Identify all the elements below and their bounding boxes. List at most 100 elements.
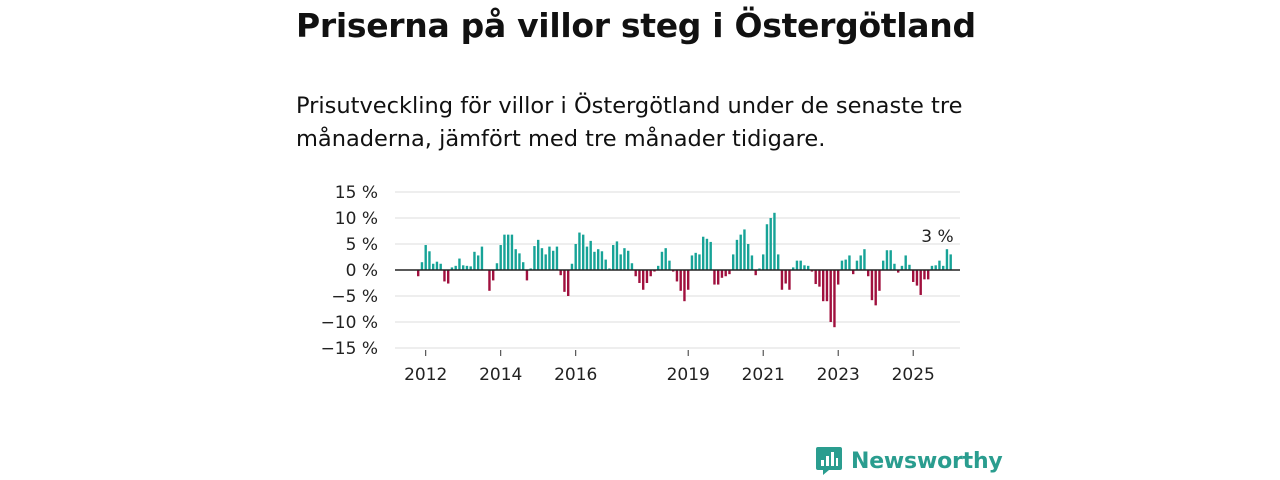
bar	[912, 270, 915, 282]
y-tick-label: 5 %	[346, 235, 378, 255]
bar	[570, 263, 574, 270]
bar	[750, 255, 754, 270]
bar	[803, 265, 806, 270]
bar	[942, 265, 945, 270]
bar	[518, 253, 521, 270]
bar	[780, 270, 784, 290]
x-tick-label: 2019	[667, 365, 710, 385]
newsworthy-icon	[816, 447, 842, 475]
bar	[690, 255, 694, 270]
bar	[694, 252, 697, 270]
bar	[435, 261, 439, 270]
bar	[679, 270, 682, 291]
bar	[919, 270, 922, 295]
bar	[743, 229, 746, 270]
bar	[882, 260, 885, 270]
bar	[623, 248, 626, 270]
bar	[615, 241, 619, 270]
bar	[874, 270, 877, 306]
bar	[724, 270, 727, 277]
bar	[559, 270, 562, 276]
bar	[713, 270, 716, 285]
chart-subtitle: Prisutveckling för villor i Östergötland…	[296, 93, 963, 152]
bar	[552, 250, 555, 270]
bar	[885, 250, 889, 270]
bar	[649, 270, 652, 277]
bar	[705, 238, 709, 270]
bar	[900, 265, 904, 270]
bar	[420, 262, 424, 270]
bar	[675, 270, 679, 282]
bar	[630, 263, 634, 270]
bar	[563, 270, 566, 292]
bar	[777, 254, 780, 270]
bar	[589, 240, 592, 270]
bar	[915, 270, 919, 286]
x-tick-label: 2021	[742, 365, 785, 385]
bar	[683, 270, 686, 302]
bar	[938, 260, 941, 270]
y-axis-labels: 15 % 10 % 5 % 0 % −5 % −10 % −15 %	[321, 183, 378, 359]
bar	[867, 270, 870, 277]
bar	[930, 265, 934, 270]
bar	[619, 254, 622, 270]
bar	[747, 244, 750, 270]
bar	[818, 270, 821, 287]
bar	[450, 267, 454, 270]
bar	[698, 254, 701, 270]
bar	[574, 244, 577, 270]
bar	[822, 270, 825, 302]
annotations: 3 %	[921, 227, 953, 247]
bars	[417, 212, 952, 328]
y-tick-label: 0 %	[346, 261, 378, 281]
bar	[889, 250, 892, 270]
last-value-label: 3 %	[921, 227, 953, 247]
bar	[537, 239, 540, 270]
bar	[769, 218, 772, 270]
bar	[788, 270, 791, 290]
bar	[660, 251, 664, 270]
bar	[773, 212, 776, 270]
bar	[525, 270, 529, 281]
bar	[825, 270, 829, 302]
bar	[702, 236, 705, 270]
bar	[897, 270, 900, 273]
bar	[923, 270, 926, 280]
bar	[593, 251, 596, 270]
bar	[784, 270, 787, 284]
bar	[904, 255, 907, 270]
bar	[687, 270, 690, 290]
bar	[927, 270, 930, 280]
bar	[739, 234, 742, 270]
y-tick-label: −15 %	[321, 339, 378, 359]
bar	[795, 260, 799, 270]
bar	[499, 245, 502, 270]
bar	[720, 270, 724, 278]
bar	[480, 246, 484, 270]
bar	[855, 260, 859, 270]
bar	[600, 251, 604, 270]
bar	[604, 259, 607, 270]
bar	[840, 260, 844, 270]
bar	[852, 270, 855, 275]
bar	[514, 249, 517, 270]
bar	[945, 249, 949, 270]
brand-name: Newsworthy	[851, 448, 1003, 474]
bar	[458, 258, 461, 270]
bar	[732, 254, 735, 270]
chart-title: Priserna på villor steg i Östergötland	[296, 6, 976, 45]
x-tick-label: 2023	[817, 365, 860, 385]
bar	[492, 270, 495, 281]
bar	[709, 241, 712, 270]
bar	[807, 265, 810, 270]
bar	[765, 224, 769, 270]
bar	[473, 251, 476, 270]
x-tick-label: 2014	[479, 365, 522, 385]
x-tick-label: 2025	[892, 365, 935, 385]
bar	[533, 246, 536, 270]
bar	[908, 264, 911, 270]
y-tick-label: −5 %	[331, 287, 378, 307]
bar	[893, 263, 896, 270]
newsworthy-logo: Newsworthy	[815, 446, 1003, 476]
bar	[799, 260, 802, 270]
